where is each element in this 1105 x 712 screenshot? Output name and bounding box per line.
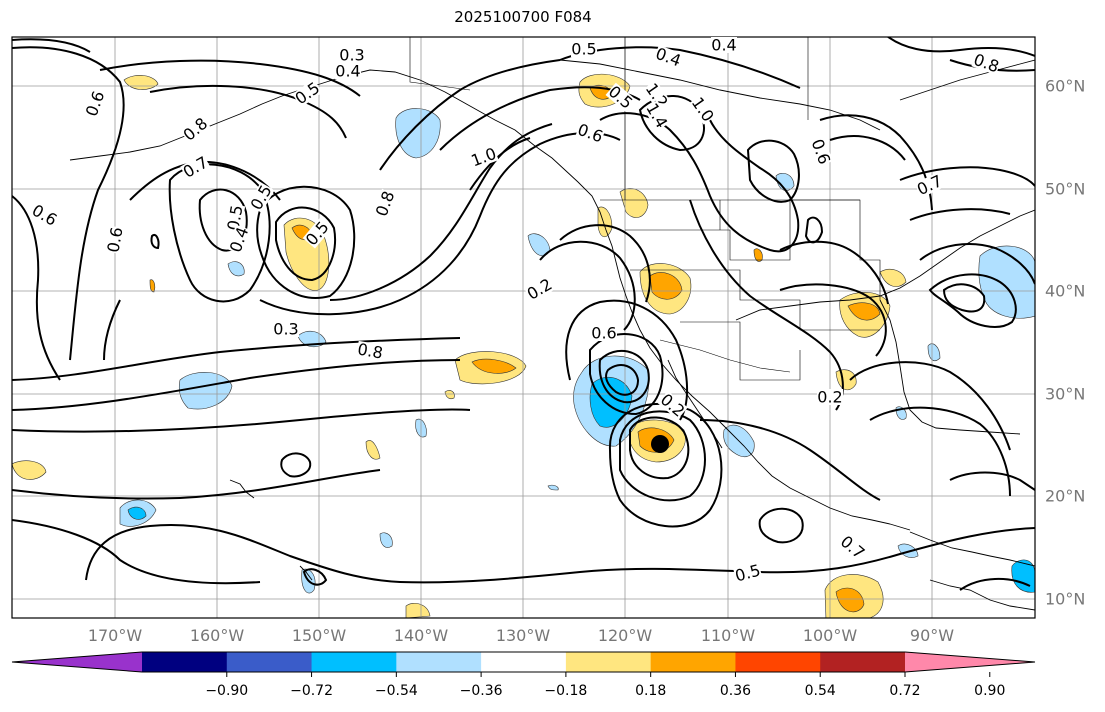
contour-label: 0.8 [355,339,385,363]
colorbar-tick-label: −0.54 [374,683,418,699]
longitude-label: 150°W [291,626,347,645]
colorbar-segment [396,652,482,672]
longitude-label: 100°W [802,626,858,645]
colorbar-outline [11,651,1036,673]
contour-label: 0.4 [711,36,737,55]
contour-label-text: 0.6 [591,324,616,343]
map-frame [11,36,1036,619]
latitude-label: 60°N [1045,76,1086,96]
map-title: 2025100700 F084 [454,8,592,26]
colorbar [11,651,1036,677]
latitude-label: 40°N [1045,281,1086,301]
colorbar-tick-label: 0.36 [719,683,752,699]
contour-lines [12,37,1035,591]
contour-label: 0.3 [273,320,299,339]
colorbar-tick-label: 0.90 [974,683,1006,699]
contour-label: 0.5 [571,40,597,59]
longitude-label: 160°W [189,626,245,645]
contour-label: 0.5 [223,203,247,233]
colorbar-segment [226,652,313,672]
colorbar-segment [142,652,228,672]
contour-label-text: 0.3 [273,320,298,339]
longitude-label: 130°W [495,626,551,645]
contour-label-text: 0.8 [356,339,384,362]
latitude-label: 20°N [1045,486,1086,506]
colorbar-extend-min [12,652,142,672]
contour-label-text: 0.4 [335,62,360,81]
colorbar-segment [311,652,397,672]
contour-labels: 0.30.40.50.60.80.5 0.4 0.40.60.51.01.21.40… [29,36,1002,586]
graticule [12,37,1035,618]
colorbar-segment [481,652,567,672]
latitude-label: 10°N [1045,589,1086,609]
colorbar-tick-label: −0.90 [205,683,249,699]
contour-label-text: 0.2 [817,388,842,407]
latitude-label: 50°N [1045,179,1086,199]
contour-label: 0.2 [817,388,843,407]
contour-label-text: 0.4 [711,36,736,55]
colorbar-segment [735,652,821,672]
longitude-label: 90°W [909,626,955,645]
contour-label: 0.6 [591,324,617,343]
colorbar-tick-label: 0.54 [804,683,836,699]
colorbar-tick-label: −0.36 [459,683,503,699]
colorbar-segment [650,652,736,672]
contour-label: 0.4 [335,62,361,81]
colorbar-tick-label: −0.18 [544,683,588,699]
colorbar-segment [820,652,906,672]
storm-center-marker [651,435,669,453]
longitude-label: 120°W [597,626,653,645]
contour-label-text: 0.5 [223,204,246,232]
longitude-label: 140°W [393,626,449,645]
colorbar-tick-label: −0.72 [290,683,333,699]
latitude-label: 30°N [1045,384,1086,404]
contour-label: 0.3 [339,46,365,65]
longitude-label: 170°W [87,626,143,645]
colorbar-tick-label: 0.72 [889,683,921,699]
colorbar-extend-max [905,652,1035,672]
contour-label-text: 0.5 [571,40,596,59]
longitude-label: 110°W [700,626,756,645]
contour-label: 0.6 [103,225,127,255]
political-borders [409,37,881,381]
colorbar-segment [565,652,652,672]
contour-label-text: 0.6 [103,226,126,254]
contour-label-text: 0.3 [339,46,364,65]
colorbar-tick-label: 0.18 [635,683,667,699]
